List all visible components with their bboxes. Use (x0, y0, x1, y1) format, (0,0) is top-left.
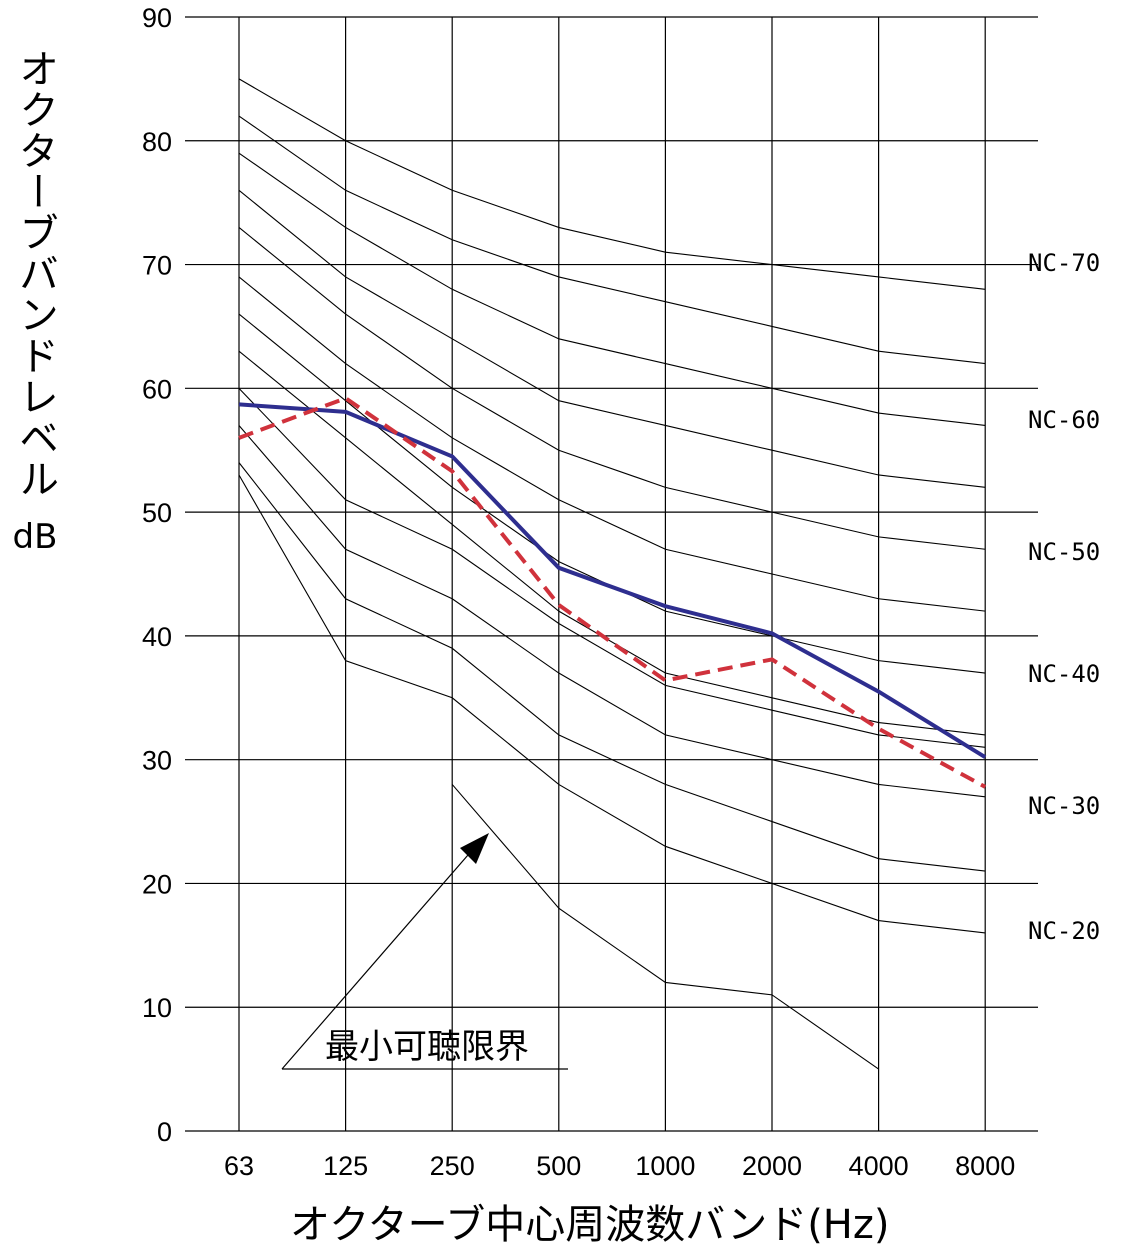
nc-curve (451, 784, 879, 1070)
nc-curve (238, 115, 986, 365)
horizontal-gridlines (185, 16, 1038, 1132)
nc-curve-label: NC-50 (1028, 538, 1100, 566)
nc-curve (238, 78, 986, 290)
nc-curve (238, 152, 986, 427)
y-tick-label: 0 (157, 1117, 172, 1147)
nc-curve-label: NC-40 (1028, 660, 1100, 688)
vertical-gridlines (238, 17, 986, 1131)
y-tick-labels: 0 10 20 30 40 50 60 70 80 90 (142, 3, 172, 1147)
x-tick-label: 500 (536, 1151, 581, 1181)
nc-curve (238, 226, 986, 550)
nc-curve (238, 425, 986, 798)
y-tick-label: 30 (142, 746, 172, 776)
nc-curve-label: NC-70 (1028, 249, 1100, 277)
x-tick-label: 8000 (955, 1151, 1015, 1181)
y-tick-label: 40 (142, 622, 172, 652)
hearing-threshold-annotation: 最小可聴限界 (281, 833, 568, 1070)
x-tick-label: 1000 (635, 1151, 695, 1181)
y-tick-label: 70 (142, 251, 172, 281)
y-tick-label: 20 (142, 869, 172, 899)
nc-curve (238, 189, 986, 488)
x-tick-label: 4000 (849, 1151, 909, 1181)
y-tick-label: 50 (142, 498, 172, 528)
nc-curve-label: NC-20 (1028, 917, 1100, 945)
solid-series-line (238, 402, 987, 759)
nc-curve (238, 462, 986, 872)
nc-curves (238, 78, 986, 1070)
x-tick-label: 125 (323, 1151, 368, 1181)
x-tick-label: 63 (224, 1151, 254, 1181)
annotation-leader-line (281, 854, 469, 1070)
x-axis-label: オクターブ中心周波数バンド(Hz) (290, 1202, 890, 1248)
y-tick-label: 90 (142, 3, 172, 33)
nc-curve-label: NC-60 (1028, 406, 1100, 434)
nc-curve (238, 474, 986, 934)
dashed-series-line (238, 396, 987, 789)
annotation-arrowhead (460, 833, 489, 864)
x-tick-label: 2000 (742, 1151, 802, 1181)
y-axis-title: オクターブバンドレベル dB (0, 48, 70, 557)
x-tick-labels: 63 125 250 500 1000 2000 4000 8000 (224, 1151, 1015, 1181)
y-tick-label: 80 (142, 127, 172, 157)
nc-curve-label: NC-30 (1028, 792, 1100, 820)
nc-curve (238, 350, 986, 736)
annotation-label: 最小可聴限界 (325, 1027, 529, 1067)
x-tick-label: 250 (430, 1151, 475, 1181)
y-axis-label: オクターブバンドレベル (12, 48, 58, 499)
nc-curve (238, 276, 986, 612)
measured-series (238, 396, 987, 789)
nc-curve-labels: NC-70 NC-60 NC-50 NC-40 NC-30 NC-20 (1028, 249, 1100, 945)
y-tick-label: 60 (142, 374, 172, 404)
nc-curve (238, 387, 986, 748)
y-axis-unit: dB (12, 517, 58, 557)
y-tick-label: 10 (142, 993, 172, 1023)
